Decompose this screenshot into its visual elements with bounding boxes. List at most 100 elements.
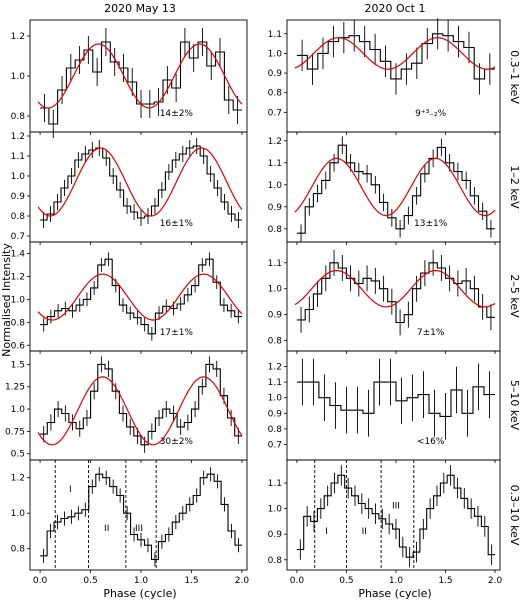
y-tick-label: 0.9: [11, 192, 26, 202]
y-tick-label: 1.0: [268, 505, 283, 515]
panel-frame: [29, 459, 248, 571]
y-tick-label: 0.8: [268, 337, 283, 347]
fit-curve: [37, 376, 243, 446]
panel-frame: [286, 350, 501, 461]
y-tick-label: 0.5: [11, 450, 25, 460]
panel-oct-2: 0.8 0.9 1.0 1.1 7±1%: [268, 241, 501, 354]
y-tick-label: 0.7: [268, 108, 282, 118]
fit-curve: [37, 147, 243, 217]
pulsed-fraction-label: 7±1%: [417, 328, 445, 338]
panel-oct-0: 0.7 0.8 0.9 1.0 1.1 9⁺³₋₂%: [268, 18, 501, 135]
y-tick-label: 1.0: [11, 509, 26, 519]
fit-curve: [294, 37, 496, 70]
pulsed-fraction-label: 9⁺³₋₂%: [415, 109, 446, 119]
y-tick-label: 0.9: [268, 409, 283, 419]
y-tick-label: 1.1: [268, 479, 282, 489]
x-tick-label: 2.0: [235, 576, 250, 586]
fit-curve: [294, 270, 496, 308]
y-tick-label: 1.2: [268, 137, 282, 147]
pulsed-fraction-label: 17±1%: [160, 328, 194, 338]
y-tick-label: 0.9: [268, 203, 283, 213]
panel-frame: [286, 459, 501, 571]
x-tick-label: 1.0: [134, 576, 149, 586]
phase-region-label: III: [392, 502, 400, 512]
panel-frame: [286, 19, 501, 133]
y-tick-label: 1.2: [268, 363, 282, 373]
y-tick-label: 1.1: [268, 159, 282, 169]
x-axis-title-left: Phase (cycle): [103, 587, 176, 600]
y-tick-label: 1.25: [5, 383, 25, 393]
panel-frame: [286, 131, 501, 243]
data-series: [40, 258, 242, 335]
y-tick-label: 0.75: [5, 427, 25, 437]
y-tick-label: 0.8: [11, 212, 26, 222]
fit-curve: [37, 43, 243, 109]
x-tick-label: 0.5: [339, 576, 353, 586]
pulsed-fraction-label: 13±1%: [414, 219, 448, 229]
y-tick-label: 0.8: [268, 425, 283, 435]
band-label-3: 5–10 keV: [508, 380, 520, 431]
y-axis-title: Normalised Intensity: [0, 243, 13, 357]
y-tick-label: 0.8: [268, 556, 283, 566]
panels-group: 0.8 1.0 1.2 14±2% 0.7 0.8 0.9 1.0 1.1 1.2 16±1% 0.6…: [5, 18, 503, 586]
phase-region-label: I: [325, 527, 328, 537]
panel-frame: [29, 350, 248, 461]
panel-frame: [29, 19, 248, 133]
band-label-0: 0.3–1 keV: [508, 50, 520, 104]
y-tick-label: 1.0: [268, 49, 283, 59]
panel-oct-3: 0.7 0.8 0.9 1.0 1.1 1.2 <16%: [268, 350, 501, 463]
y-tick-label: 0.7: [11, 232, 25, 242]
x-tick-label: 2.0: [488, 576, 503, 586]
x-tick-label: 1.0: [389, 576, 404, 586]
x-tick-label: 0.0: [290, 576, 305, 586]
data-series: [296, 144, 495, 234]
y-tick-label: 0.8: [268, 225, 283, 235]
y-tick-label: 1.5: [11, 360, 25, 370]
y-tick-label: 1.0: [268, 285, 283, 295]
data-series: [40, 363, 242, 446]
y-tick-label: 1.2: [11, 132, 25, 142]
y-tick-label: 0.9: [268, 69, 283, 79]
x-tick-label: 0.5: [83, 576, 97, 586]
y-tick-label: 1.2: [11, 32, 25, 42]
phase-region-label: I: [69, 485, 72, 495]
y-tick-label: 0.8: [268, 89, 283, 99]
y-tick-label: 1.0: [11, 295, 26, 305]
y-tick-label: 1.1: [11, 152, 25, 162]
panel-frame: [29, 241, 248, 352]
y-tick-label: 0.8: [11, 545, 26, 555]
pulsed-fraction-label: 16±1%: [160, 219, 194, 229]
y-tick-label: 0.9: [268, 311, 283, 321]
y-tick-label: 1.2: [11, 474, 25, 484]
panel-may-0: 0.8 1.0 1.2 14±2%: [11, 19, 248, 138]
y-tick-label: 0.8: [11, 318, 26, 328]
band-label-1: 1–2 keV: [508, 165, 520, 209]
y-tick-label: 1.4: [11, 249, 26, 259]
panel-may-1: 0.7 0.8 0.9 1.0 1.1 1.2 16±1%: [11, 131, 248, 245]
fit-curve: [294, 157, 496, 217]
data-series: [296, 381, 495, 417]
x-axis-title-right: Phase (cycle): [358, 587, 431, 600]
phase-region-label: III: [135, 524, 143, 534]
y-tick-label: 1.0: [11, 172, 26, 182]
y-tick-label: 1.1: [268, 378, 282, 388]
x-tick-label: 0.0: [33, 576, 48, 586]
y-tick-label: 1.2: [11, 272, 25, 282]
y-tick-label: 0.6: [11, 341, 26, 351]
phase-region-label: II: [104, 524, 109, 534]
x-tick-label: 1.5: [184, 576, 198, 586]
col-title-oct: 2020 Oct 1: [364, 2, 425, 15]
y-tick-label: 1.0: [268, 394, 283, 404]
y-tick-label: 1.0: [11, 405, 26, 415]
y-tick-label: 0.9: [268, 530, 283, 540]
y-tick-label: 0.8: [11, 112, 26, 122]
y-tick-label: 1.0: [268, 181, 283, 191]
band-label-4: 0.3–10 keV: [508, 485, 520, 546]
pulsed-fraction-label: 14±2%: [160, 109, 194, 119]
phase-region-label: II: [362, 527, 367, 537]
data-series: [296, 474, 495, 558]
y-tick-label: 1.1: [268, 30, 282, 40]
